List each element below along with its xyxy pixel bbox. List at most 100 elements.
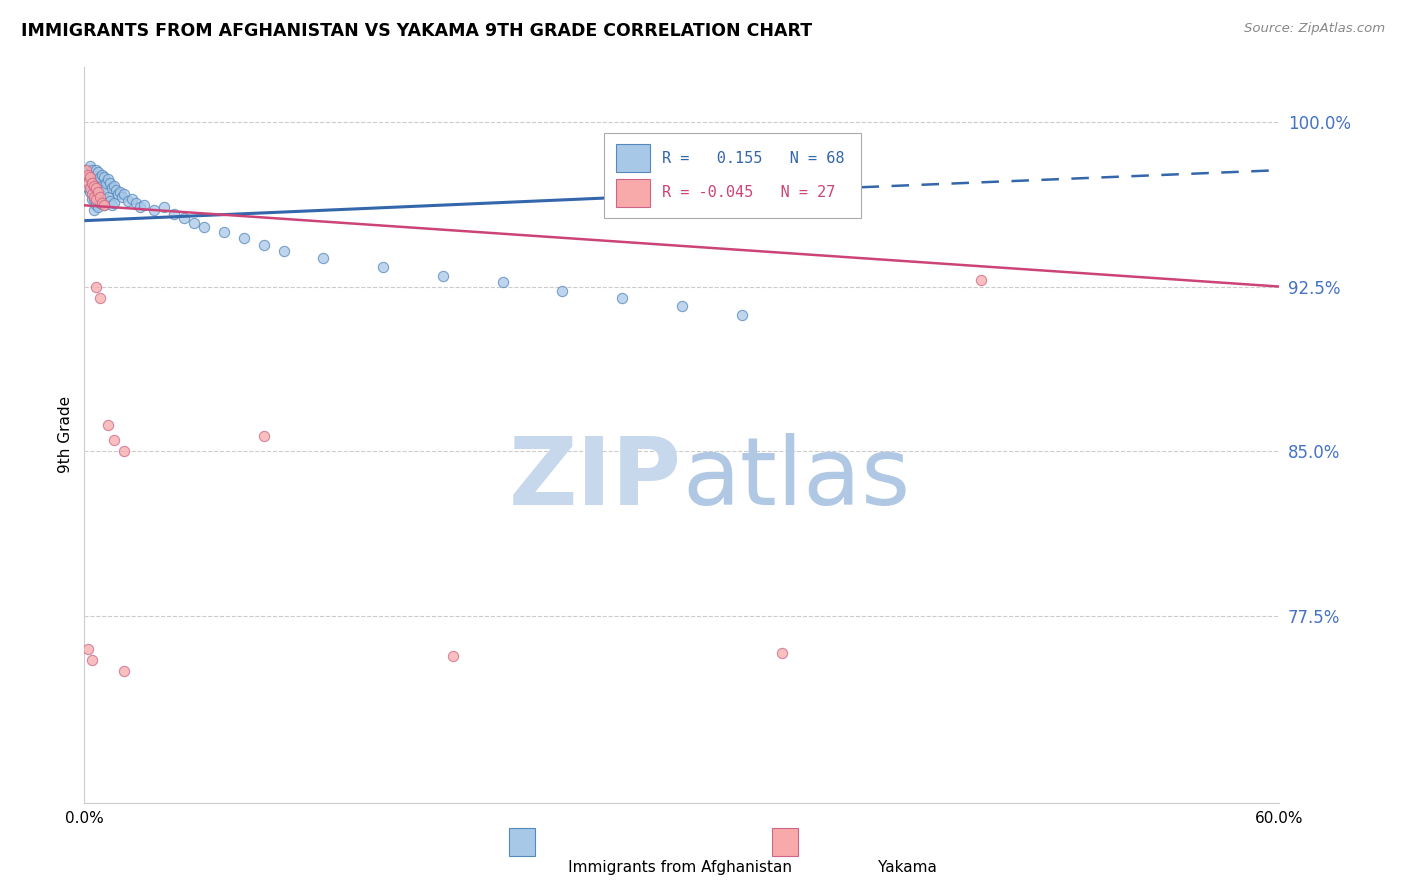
FancyBboxPatch shape — [616, 145, 650, 172]
Point — [79, 185, 101, 199]
Point — [86, 279, 108, 293]
Point — [441, 648, 464, 663]
Point — [132, 198, 156, 212]
Point — [312, 251, 335, 265]
Point — [93, 183, 115, 197]
Point — [551, 284, 574, 298]
Point — [103, 178, 125, 193]
FancyBboxPatch shape — [616, 178, 650, 207]
Point — [83, 180, 105, 194]
Point — [112, 664, 135, 678]
FancyBboxPatch shape — [509, 828, 534, 855]
Point — [75, 163, 97, 178]
Point — [101, 198, 124, 212]
Point — [77, 180, 100, 194]
Point — [79, 169, 101, 184]
Point — [107, 187, 129, 202]
Point — [193, 220, 215, 235]
Point — [183, 216, 205, 230]
Point — [731, 308, 754, 322]
Point — [89, 169, 111, 184]
Point — [82, 187, 104, 202]
Point — [82, 177, 104, 191]
Point — [97, 417, 120, 432]
Point — [87, 177, 110, 191]
Point — [98, 177, 121, 191]
Text: atlas: atlas — [682, 433, 910, 525]
Point — [82, 177, 104, 191]
Text: Source: ZipAtlas.com: Source: ZipAtlas.com — [1244, 22, 1385, 36]
Point — [129, 201, 152, 215]
Point — [103, 434, 125, 448]
Point — [110, 185, 132, 199]
Point — [153, 201, 176, 215]
Point — [86, 180, 108, 194]
Point — [86, 174, 108, 188]
FancyBboxPatch shape — [772, 828, 797, 855]
Point — [117, 194, 139, 208]
Point — [82, 653, 104, 667]
Point — [173, 211, 195, 226]
Point — [83, 202, 105, 217]
Point — [97, 189, 120, 203]
Point — [87, 201, 110, 215]
Point — [83, 192, 105, 206]
Point — [253, 237, 276, 252]
Point — [77, 642, 100, 657]
Point — [93, 198, 115, 212]
Point — [232, 231, 254, 245]
Point — [101, 180, 124, 194]
Point — [273, 244, 295, 259]
Point — [87, 187, 110, 202]
Y-axis label: 9th Grade: 9th Grade — [58, 396, 73, 474]
Point — [89, 196, 111, 211]
Point — [112, 444, 135, 458]
Point — [432, 268, 454, 283]
Point — [770, 647, 793, 661]
Point — [86, 163, 108, 178]
Point — [87, 185, 110, 199]
Point — [89, 189, 111, 203]
Point — [83, 178, 105, 193]
Point — [91, 178, 114, 193]
Point — [121, 192, 143, 206]
Point — [96, 177, 118, 191]
Point — [75, 163, 97, 178]
Point — [671, 299, 693, 313]
Text: Yakama: Yakama — [844, 860, 936, 874]
Point — [373, 260, 395, 274]
Point — [79, 180, 101, 194]
Text: Immigrants from Afghanistan: Immigrants from Afghanistan — [534, 860, 792, 874]
Point — [98, 194, 121, 208]
Point — [492, 275, 515, 289]
Point — [89, 180, 111, 194]
Point — [87, 165, 110, 179]
Point — [163, 207, 186, 221]
Point — [112, 187, 135, 202]
Point — [212, 225, 235, 239]
Text: ZIP: ZIP — [509, 433, 682, 525]
Point — [77, 177, 100, 191]
Point — [91, 168, 114, 182]
Point — [83, 169, 105, 184]
Point — [83, 189, 105, 203]
Point — [89, 291, 111, 305]
Point — [77, 169, 100, 184]
Point — [86, 192, 108, 206]
Point — [93, 169, 115, 184]
Point — [96, 192, 118, 206]
Point — [93, 198, 115, 212]
Point — [86, 198, 108, 212]
FancyBboxPatch shape — [605, 133, 862, 218]
Point — [612, 291, 634, 305]
Text: R = -0.045   N = 27: R = -0.045 N = 27 — [662, 186, 835, 200]
Point — [79, 169, 101, 184]
Point — [91, 194, 114, 208]
Point — [97, 172, 120, 186]
Point — [970, 273, 993, 287]
Point — [77, 168, 100, 182]
Point — [91, 196, 114, 211]
Point — [253, 429, 276, 443]
Text: IMMIGRANTS FROM AFGHANISTAN VS YAKAMA 9TH GRADE CORRELATION CHART: IMMIGRANTS FROM AFGHANISTAN VS YAKAMA 9T… — [21, 22, 813, 40]
Text: R =   0.155   N = 68: R = 0.155 N = 68 — [662, 151, 844, 166]
